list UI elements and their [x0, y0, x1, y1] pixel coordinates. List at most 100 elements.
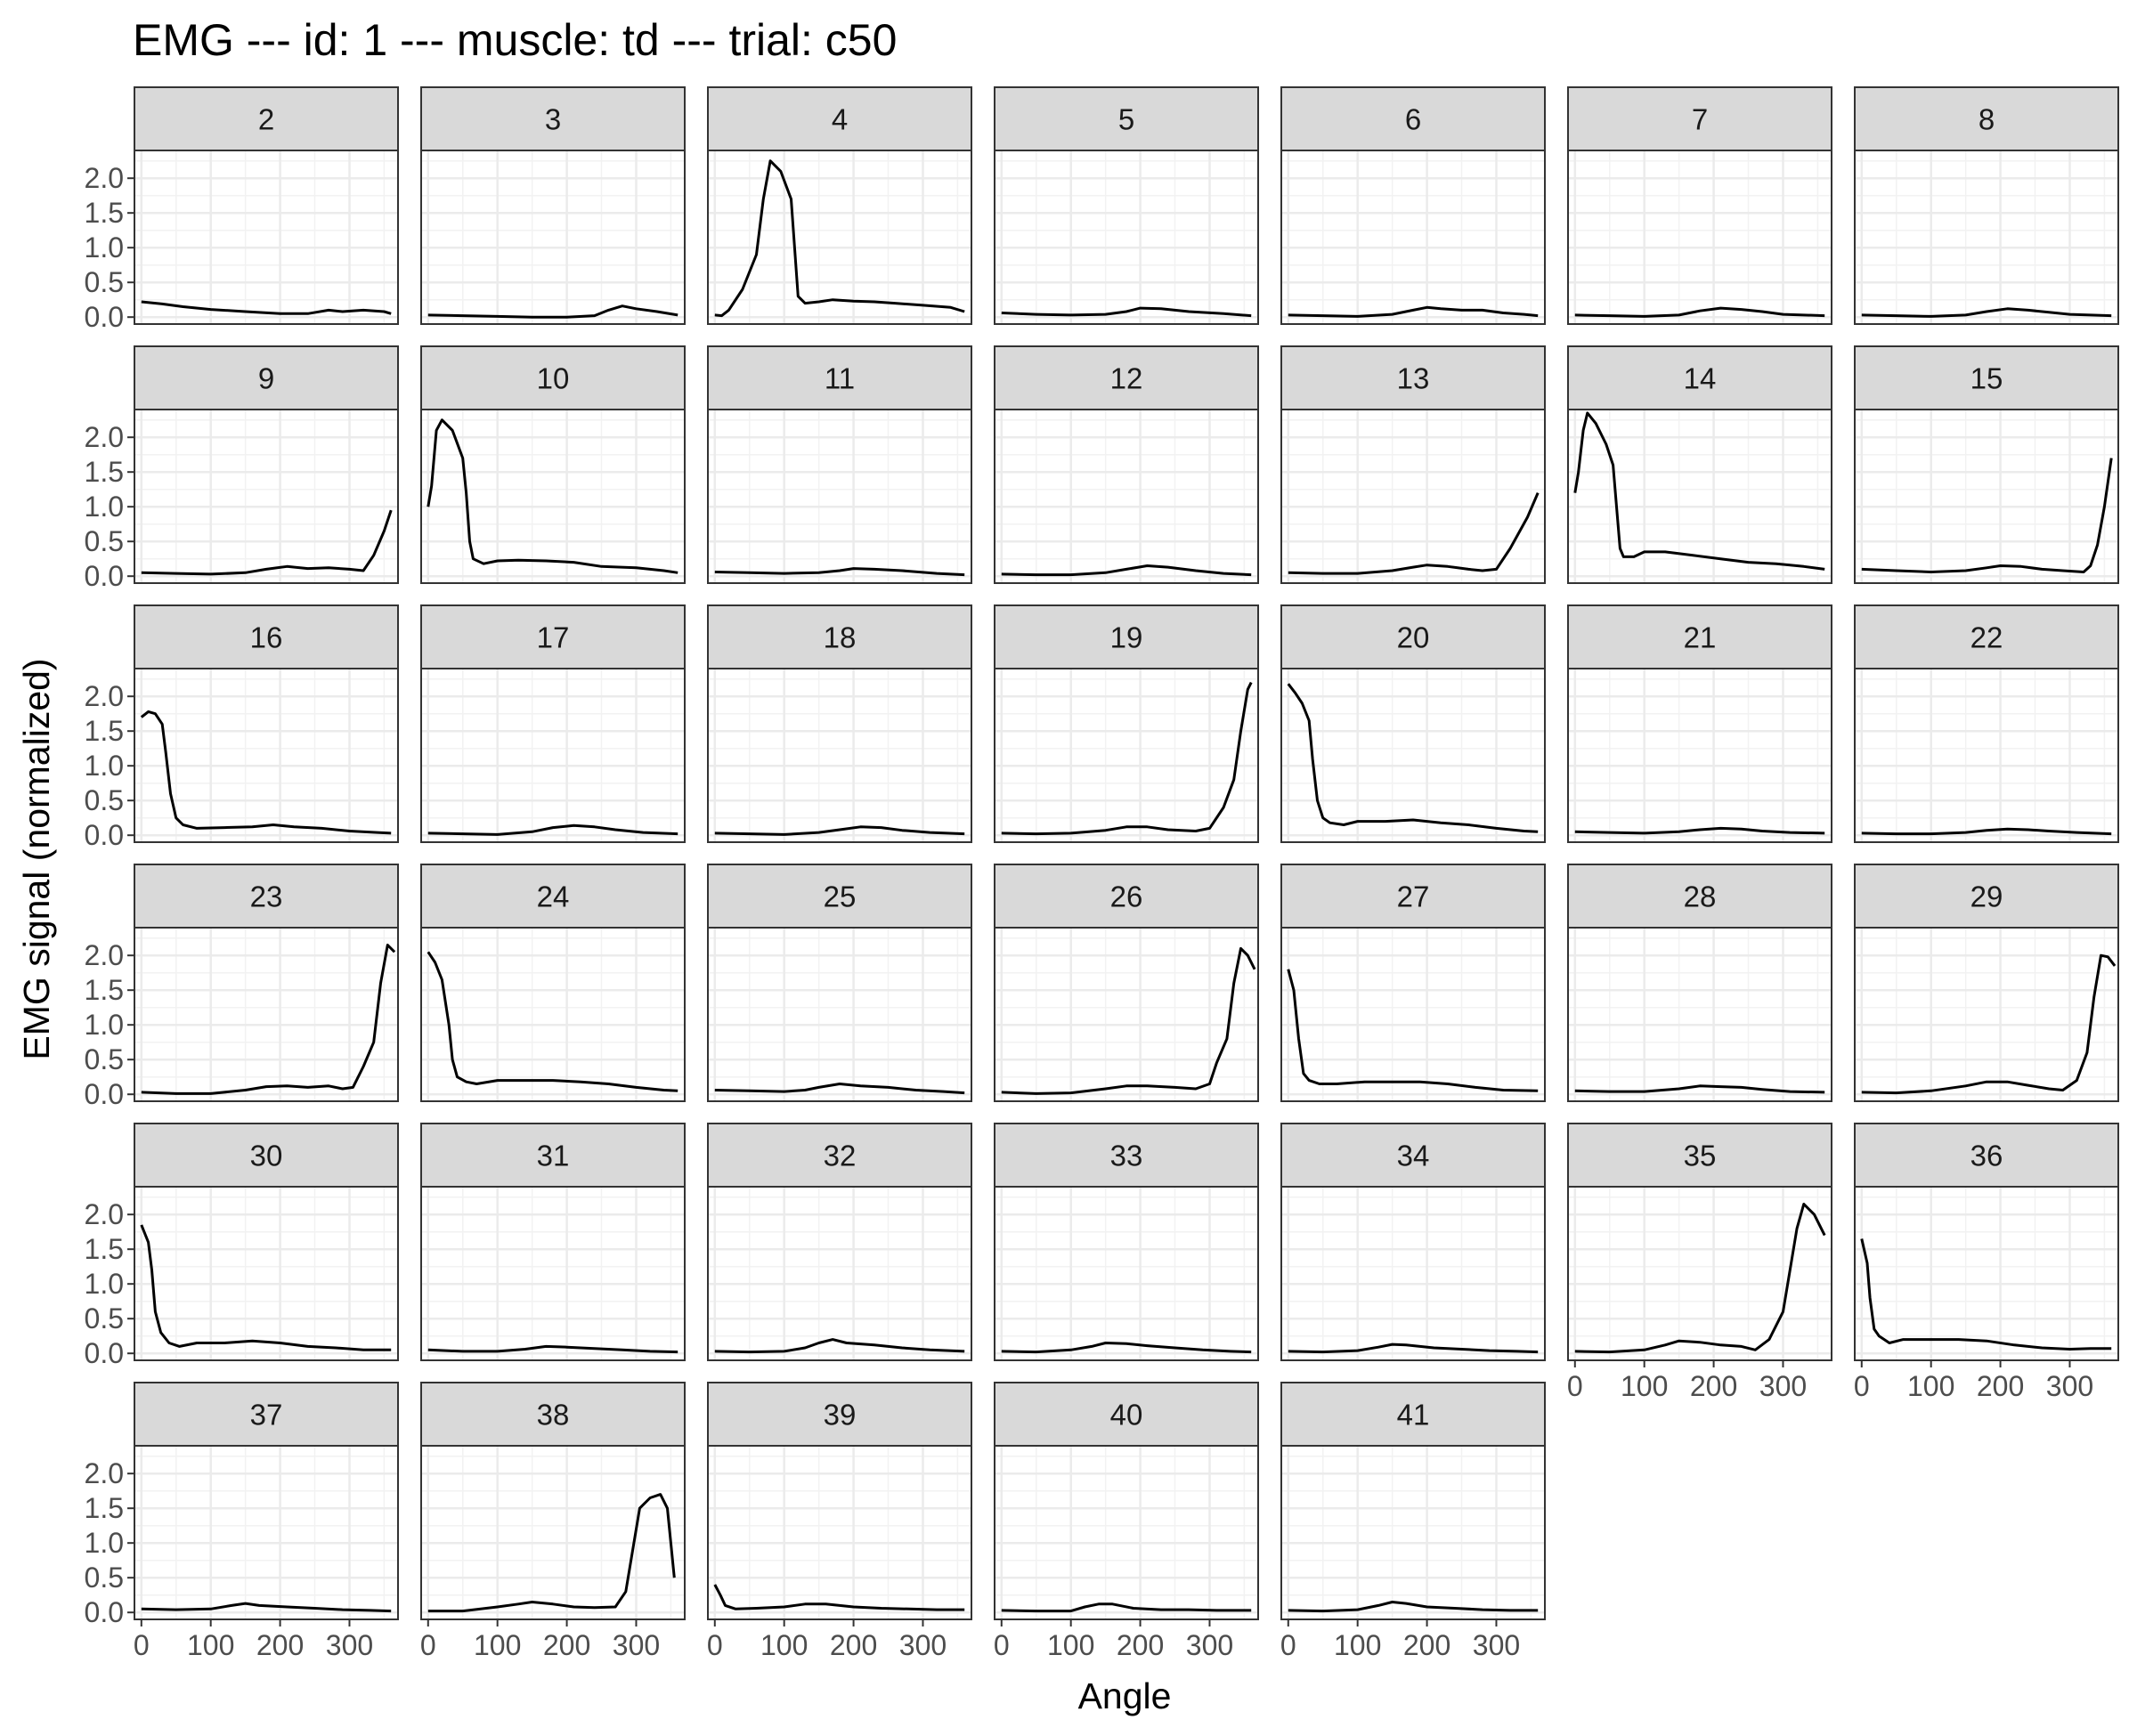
- panel-background: [1568, 928, 1832, 1101]
- panel-background: [708, 1446, 971, 1619]
- x-tick-label: 300: [899, 1629, 947, 1661]
- facet-panel-25: 25: [707, 864, 972, 1102]
- panel-background: [134, 669, 398, 842]
- panel-background: [421, 410, 685, 583]
- panel-border: [707, 150, 972, 325]
- panel-background: [421, 1446, 685, 1619]
- y-tick-label: 1.0: [85, 1527, 124, 1559]
- x-tick-label: 200: [830, 1629, 877, 1661]
- series-line-32: [714, 1338, 965, 1354]
- facet-panel-27: 27: [1280, 864, 1546, 1102]
- strip-label-25: 25: [824, 880, 857, 913]
- panel-background: [421, 1187, 685, 1360]
- panel-border: [1567, 1186, 1832, 1361]
- series-line-4: [714, 159, 965, 318]
- panel-background: [1855, 410, 2118, 583]
- y-tick-label: 2.0: [85, 1198, 124, 1230]
- strip-label-9: 9: [258, 362, 274, 395]
- panel-border: [1280, 927, 1546, 1102]
- series-line-15: [1861, 458, 2113, 573]
- strip-label-14: 14: [1684, 362, 1717, 395]
- panel-background: [1855, 150, 2118, 324]
- strip-label-27: 27: [1397, 880, 1430, 913]
- strip-18: [707, 604, 972, 669]
- strip-label-26: 26: [1110, 880, 1143, 913]
- x-tick-label: 0: [1854, 1370, 1870, 1402]
- facet-panel-32: 32: [707, 1123, 972, 1361]
- panel-border: [1854, 150, 2119, 325]
- panel-border: [1567, 409, 1832, 584]
- strip-label-33: 33: [1110, 1140, 1143, 1172]
- y-tick-label: 0.0: [85, 1596, 124, 1628]
- panel-background: [1281, 150, 1545, 324]
- panel-border: [994, 409, 1259, 584]
- panel-border: [994, 1186, 1259, 1361]
- strip-label-22: 22: [1970, 621, 2003, 654]
- strip-41: [1280, 1382, 1546, 1447]
- strip-32: [707, 1123, 972, 1188]
- strip-9: [134, 345, 399, 410]
- y-tick-label: 0.5: [85, 1562, 124, 1594]
- strip-label-12: 12: [1110, 362, 1143, 395]
- strip-label-41: 41: [1397, 1399, 1430, 1432]
- strip-13: [1280, 345, 1546, 410]
- strip-label-34: 34: [1397, 1140, 1430, 1172]
- x-tick-label: 100: [1334, 1629, 1381, 1661]
- series-line-12: [1001, 564, 1252, 577]
- panel-border: [1854, 927, 2119, 1102]
- y-axis-label: EMG signal (normalized): [16, 658, 57, 1059]
- panel-background: [134, 410, 398, 583]
- strip-6: [1280, 86, 1546, 151]
- strip-label-10: 10: [537, 362, 570, 395]
- panel-border: [1854, 409, 2119, 584]
- strip-label-23: 23: [250, 880, 283, 913]
- strip-34: [1280, 1123, 1546, 1188]
- strip-3: [420, 86, 686, 151]
- y-tick-label: 2.0: [85, 939, 124, 971]
- series-line-2: [141, 300, 392, 315]
- panel-border: [420, 409, 686, 584]
- series-line-10: [427, 418, 678, 574]
- x-tick-label: 200: [543, 1629, 590, 1661]
- strip-19: [994, 604, 1259, 669]
- facet-panel-11: 11: [707, 345, 972, 584]
- series-line-24: [427, 951, 678, 1092]
- facet-panel-21: 21: [1567, 604, 1832, 843]
- panel-border: [134, 150, 399, 325]
- facet-panel-4: 4: [707, 86, 972, 325]
- x-tick-label: 100: [1907, 1370, 1954, 1402]
- panel-border: [994, 150, 1259, 325]
- facet-panel-39: 39 0 100 200 300: [707, 1382, 972, 1661]
- facet-panel-8: 8: [1854, 86, 2119, 325]
- x-tick-label: 100: [474, 1629, 521, 1661]
- panel-background: [708, 1187, 971, 1360]
- panel-border: [1854, 1186, 2119, 1361]
- strip-31: [420, 1123, 686, 1188]
- strip-36: [1854, 1123, 2119, 1188]
- strip-4: [707, 86, 972, 151]
- panel-border: [420, 1186, 686, 1361]
- strip-label-16: 16: [250, 621, 283, 654]
- series-line-28: [1574, 1084, 1825, 1094]
- facet-panel-18: 18: [707, 604, 972, 843]
- series-line-22: [1861, 827, 2112, 836]
- strip-29: [1854, 864, 2119, 929]
- x-tick-label: 300: [613, 1629, 660, 1661]
- series-line-35: [1574, 1203, 1826, 1354]
- strip-label-32: 32: [824, 1140, 857, 1172]
- panel-background: [421, 928, 685, 1101]
- x-tick-label: 300: [326, 1629, 373, 1661]
- series-line-19: [1001, 681, 1253, 836]
- panel-border: [1567, 668, 1832, 843]
- y-tick-label: 1.5: [85, 1233, 124, 1265]
- facet-panel-34: 34: [1280, 1123, 1546, 1361]
- x-tick-label: 100: [760, 1629, 808, 1661]
- strip-28: [1567, 864, 1832, 929]
- series-line-20: [1287, 683, 1539, 833]
- facet-panel-17: 17: [420, 604, 686, 843]
- strip-22: [1854, 604, 2119, 669]
- facet-panel-23: 23 0.00.51.01.52.0: [85, 864, 399, 1110]
- series-line-31: [427, 1344, 678, 1354]
- facet-panel-6: 6: [1280, 86, 1546, 325]
- facet-panel-22: 22: [1854, 604, 2119, 843]
